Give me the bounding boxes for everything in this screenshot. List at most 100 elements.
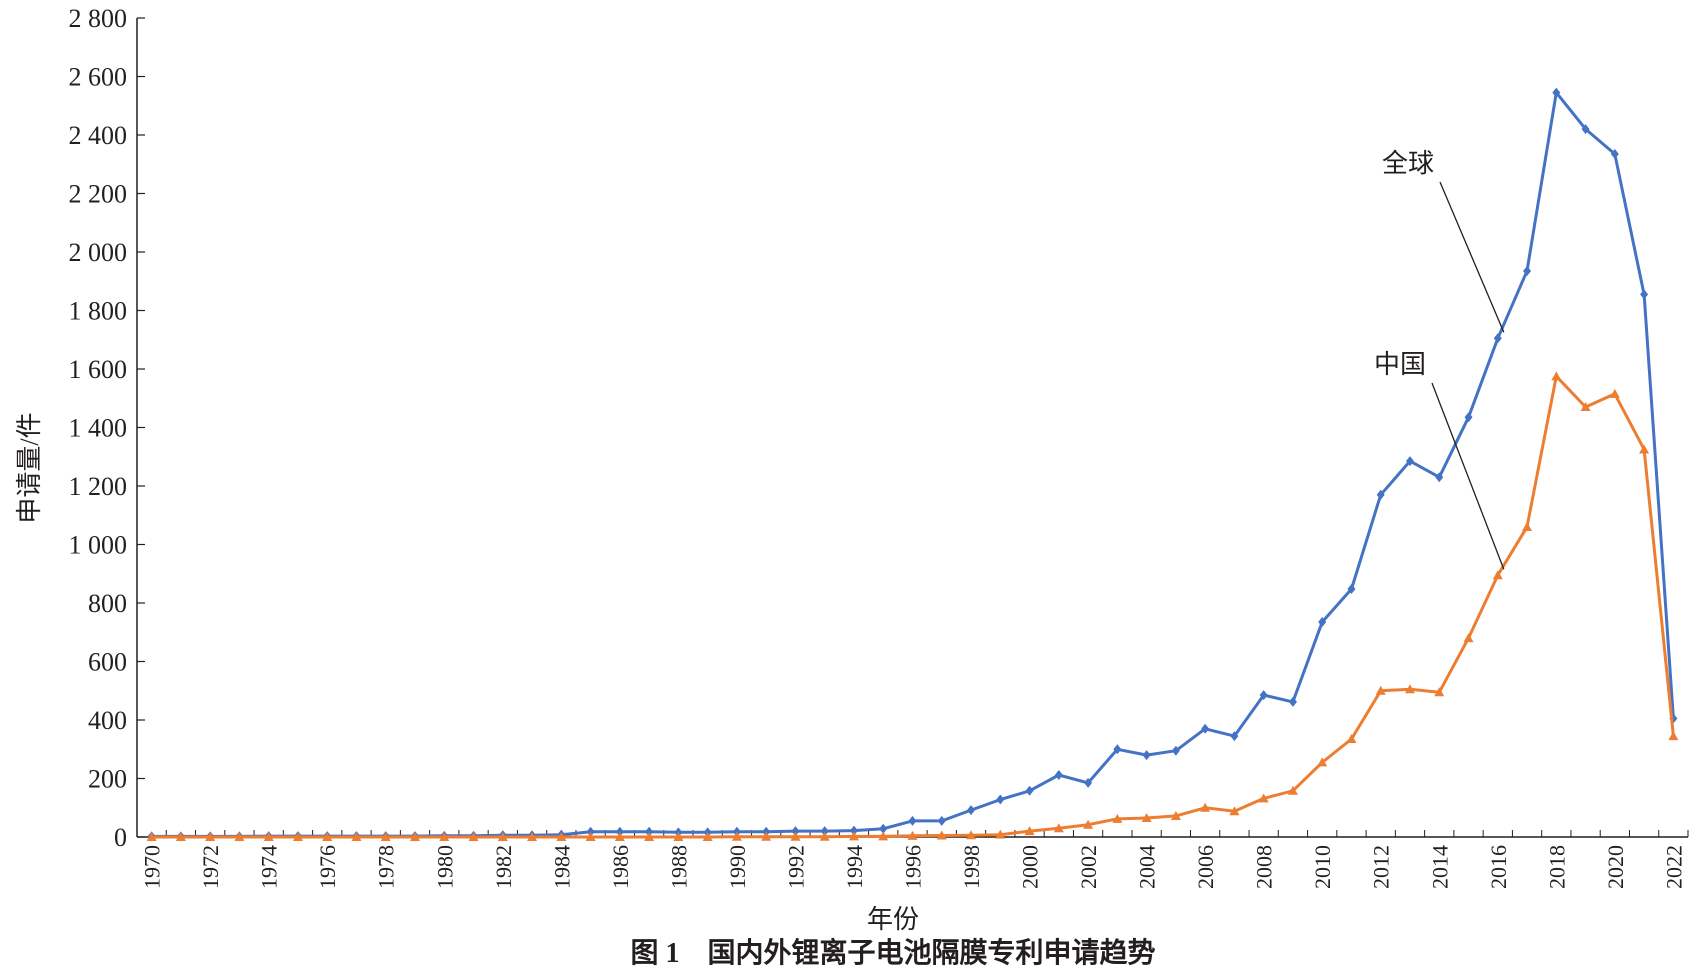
x-tick-label: 2020 — [1603, 845, 1628, 889]
y-tick-label: 600 — [88, 648, 127, 677]
x-tick-label: 1976 — [315, 845, 340, 889]
data-point-triangle — [1346, 734, 1357, 744]
x-tick-label: 1986 — [608, 845, 633, 889]
series-layer — [146, 87, 1679, 842]
data-point-triangle — [907, 830, 918, 840]
data-point-triangle — [790, 831, 801, 841]
data-point-diamond — [820, 826, 829, 837]
x-tick-label: 2008 — [1252, 845, 1277, 889]
data-point-diamond — [937, 815, 946, 826]
data-point-triangle — [1551, 371, 1562, 381]
data-point-diamond — [879, 823, 888, 834]
data-point-diamond — [1523, 266, 1532, 277]
x-tick-label: 1992 — [783, 845, 808, 889]
data-point-diamond — [1025, 785, 1034, 796]
data-point-triangle — [1375, 685, 1386, 695]
leader-line — [1431, 382, 1505, 570]
x-tick-label: 1994 — [842, 845, 867, 889]
data-point-triangle — [1229, 806, 1240, 816]
data-point-triangle — [673, 832, 684, 841]
y-tick-label: 200 — [88, 765, 127, 794]
x-tick-label: 2012 — [1369, 845, 1394, 889]
data-point-diamond — [996, 794, 1005, 805]
data-point-triangle — [731, 831, 742, 841]
x-tick-label: 2006 — [1193, 845, 1218, 889]
data-point-diamond — [1230, 731, 1239, 742]
data-point-triangle — [1200, 802, 1211, 812]
series-label-2: 中国 — [1374, 350, 1426, 379]
x-tick-label: 1984 — [549, 845, 574, 889]
x-axis-ticks: 1970 1972 1974 1976 1978 1980 1982 1984 1986 1988… — [136, 830, 1689, 889]
data-point-triangle — [585, 832, 596, 841]
data-point-triangle — [1492, 570, 1503, 580]
x-tick-label: 2016 — [1486, 845, 1511, 889]
data-point-triangle — [966, 830, 977, 840]
y-tick-label: 2 600 — [69, 63, 128, 92]
y-tick-label: 2 800 — [69, 4, 128, 33]
x-tick-label: 1970 — [140, 845, 165, 889]
data-point-triangle — [1287, 785, 1298, 795]
data-point-triangle — [1258, 793, 1269, 803]
axes — [136, 18, 1688, 838]
data-point-triangle — [205, 832, 216, 841]
data-point-diamond — [1142, 750, 1151, 761]
x-tick-label: 1978 — [374, 845, 399, 889]
y-tick-label: 400 — [88, 706, 127, 735]
data-point-triangle — [614, 832, 625, 841]
series-line — [151, 374, 1675, 839]
x-tick-label: 2010 — [1310, 845, 1335, 889]
data-point-diamond — [1288, 696, 1297, 707]
data-point-diamond — [1171, 745, 1180, 756]
y-axis-label: 申请量/件 — [15, 412, 44, 523]
x-tick-label: 2002 — [1076, 845, 1101, 889]
y-tick-label: 1 400 — [69, 414, 128, 443]
data-point-diamond — [1610, 149, 1619, 160]
data-point-diamond — [1435, 472, 1444, 483]
data-point-triangle — [1141, 812, 1152, 822]
data-point-triangle — [1639, 444, 1650, 454]
data-point-triangle — [234, 832, 245, 841]
data-point-triangle — [1317, 757, 1328, 767]
x-tick-label: 1974 — [257, 845, 282, 889]
data-point-triangle — [848, 831, 859, 841]
data-point-triangle — [1609, 388, 1620, 398]
data-point-diamond — [1464, 412, 1473, 423]
data-point-triangle — [292, 832, 303, 841]
x-tick-label: 1972 — [198, 845, 223, 889]
x-tick-label: 2022 — [1661, 845, 1686, 889]
data-point-diamond — [1054, 769, 1063, 780]
data-point-diamond — [967, 805, 976, 816]
data-point-triangle — [1404, 684, 1415, 694]
data-point-triangle — [351, 832, 362, 841]
data-point-triangle — [761, 831, 772, 841]
data-point-triangle — [1668, 731, 1679, 741]
data-point-triangle — [263, 832, 274, 841]
data-point-diamond — [1493, 333, 1502, 344]
x-tick-label: 2014 — [1427, 845, 1452, 889]
data-point-triangle — [410, 832, 421, 841]
y-axis-ticks: 0 200 400 600 800 1 000 1 200 1 400 1 600 1 800 2 … — [69, 4, 145, 852]
x-tick-label: 1998 — [959, 845, 984, 889]
data-point-diamond — [1259, 690, 1268, 701]
y-tick-label: 1 800 — [69, 297, 128, 326]
data-point-diamond — [908, 815, 917, 826]
data-point-diamond — [1405, 456, 1414, 467]
x-tick-label: 2004 — [1135, 845, 1160, 889]
y-tick-label: 0 — [114, 823, 127, 852]
data-point-triangle — [527, 832, 538, 841]
data-point-diamond — [849, 825, 858, 836]
data-point-triangle — [146, 832, 157, 841]
x-tick-label: 1990 — [725, 845, 750, 889]
x-tick-label: 2000 — [1018, 845, 1043, 889]
data-point-diamond — [645, 826, 654, 837]
data-point-diamond — [1347, 583, 1356, 594]
y-tick-label: 800 — [88, 589, 127, 618]
y-tick-label: 1 600 — [69, 355, 128, 384]
x-tick-label: 1996 — [901, 845, 926, 889]
data-point-triangle — [1083, 819, 1094, 829]
data-point-triangle — [1463, 633, 1474, 643]
data-point-triangle — [468, 832, 479, 841]
series-line — [151, 91, 1675, 838]
